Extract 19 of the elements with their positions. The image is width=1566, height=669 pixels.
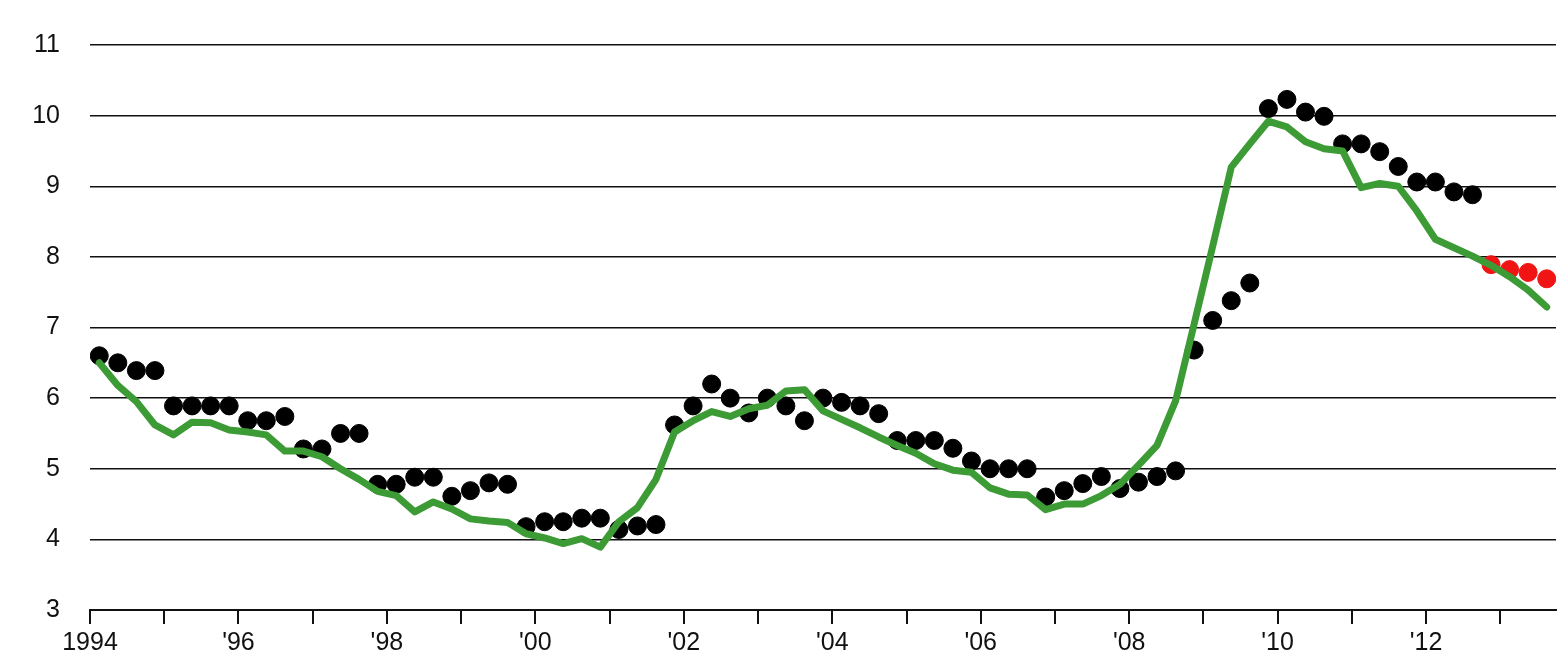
x-tick-label: '06 [964, 626, 998, 655]
y-tick-label: 7 [46, 311, 60, 340]
y-tick-label: 10 [32, 99, 60, 128]
x-tick-label: 1994 [62, 626, 118, 655]
y-tick-label: 11 [34, 28, 60, 57]
y-tick-label: 4 [46, 523, 61, 552]
y-tick-label: 9 [46, 170, 60, 199]
y-tick-label: 3 [46, 593, 60, 622]
x-tick-label: '04 [815, 626, 849, 655]
x-tick-label: '02 [667, 626, 701, 655]
x-tick-label: '98 [370, 626, 404, 655]
y-tick-label: 8 [46, 240, 60, 269]
x-tick-label: '08 [1112, 626, 1146, 655]
y-tick-label: 5 [46, 452, 60, 481]
x-tick-label: '10 [1261, 626, 1294, 655]
x-tick-label: '12 [1409, 626, 1443, 655]
x-tick-label: '00 [519, 626, 552, 655]
y-tick-label: 6 [46, 382, 60, 411]
x-tick-label: '96 [222, 626, 255, 655]
